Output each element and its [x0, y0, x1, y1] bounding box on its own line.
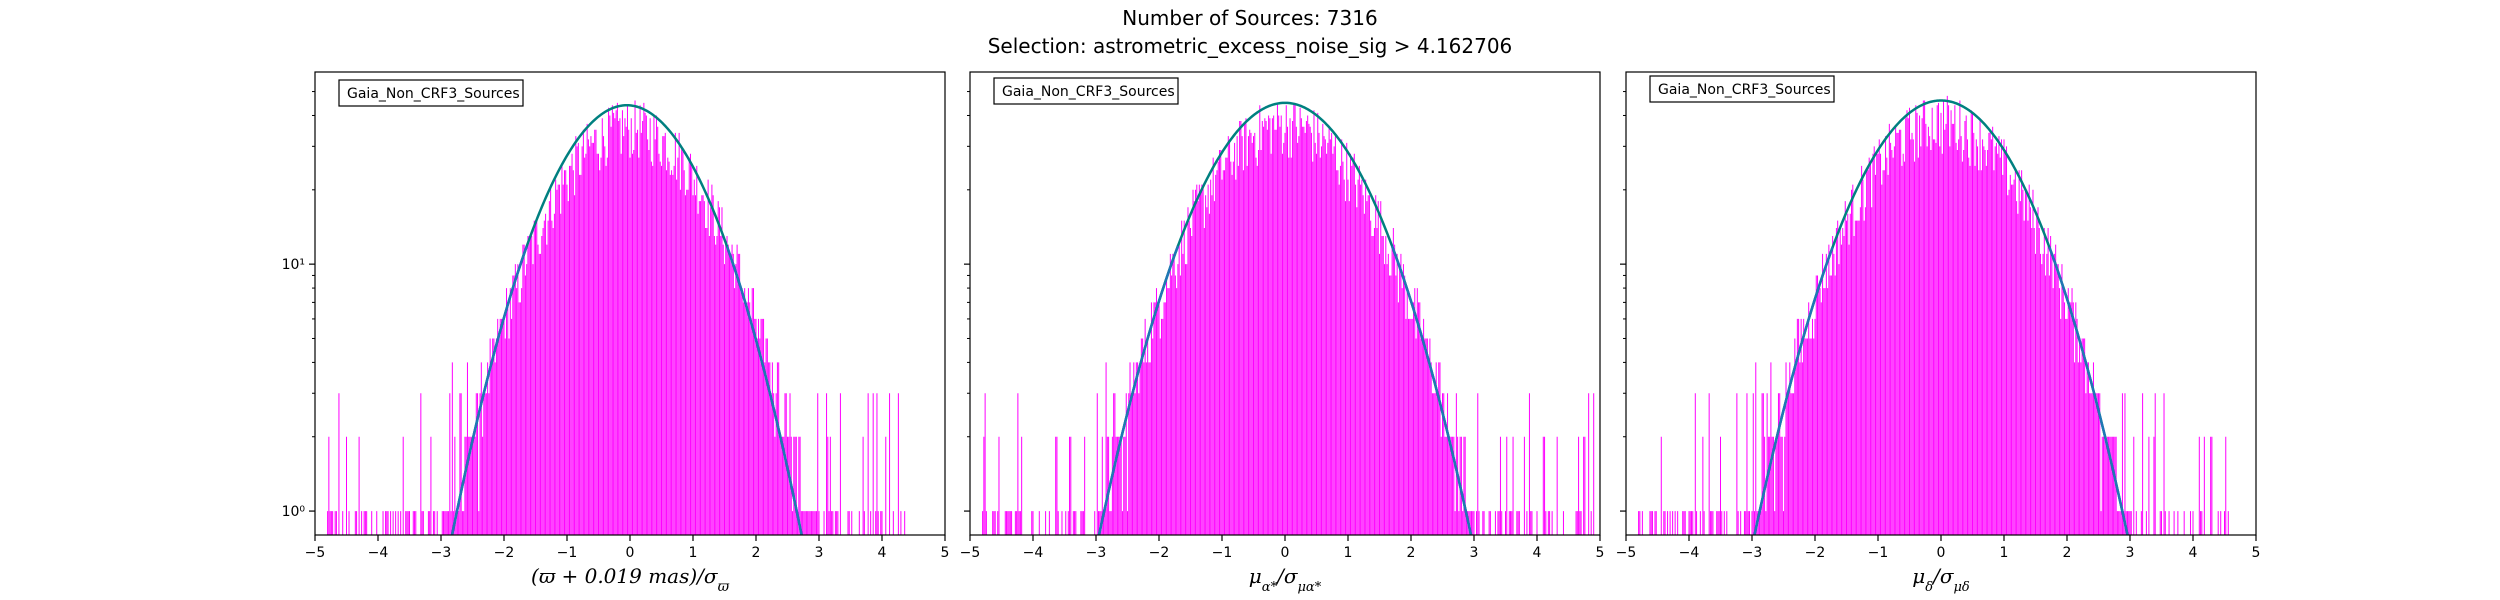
legend-box	[338, 79, 524, 107]
x-tick-label: −1	[1868, 545, 1889, 561]
legend-box	[993, 77, 1179, 105]
x-tick-label: 3	[815, 545, 824, 561]
x-tick-label: 4	[1533, 545, 1542, 561]
histogram-spikes	[1638, 95, 2229, 535]
x-tick-label: −2	[1149, 545, 1170, 561]
x-tick-label: −2	[1805, 545, 1826, 561]
histogram-bars	[1638, 95, 2229, 535]
plot-area	[982, 101, 1595, 535]
x-tick-label: 5	[941, 545, 950, 561]
panel-2: −5 −4 −3 −2 −1 0 1 2 3 4 5 μα*/σμα* Gaia_Non_CRF3_So…	[960, 71, 1605, 595]
histogram-bars	[982, 102, 1595, 535]
x-axis-label: (ϖ + 0.019 mas)/σϖ	[531, 564, 730, 595]
panel-1: −5 −4 −3 −2 −1 0 1 2 3 4 5 10⁰ 10¹ (ϖ + 0.019 mas)/σϖ…	[282, 71, 950, 595]
x-axis-label: μα*/σμα*	[1249, 564, 1322, 595]
x-tick-label: 1	[689, 545, 698, 561]
plot-area	[327, 100, 906, 535]
x-tick-label: 1	[2000, 545, 2009, 561]
x-tick-label: 2	[752, 545, 761, 561]
x-tick-label: −4	[368, 545, 389, 561]
x-tick-label: 3	[1470, 545, 1479, 561]
x-tick-label: 1	[1344, 545, 1353, 561]
y-tick-label: 10⁰	[282, 504, 306, 520]
legend-box	[1649, 75, 1835, 103]
x-tick-label: 0	[1937, 545, 1946, 561]
x-tick-label: 3	[2126, 545, 2135, 561]
x-tick-label: −1	[557, 545, 578, 561]
x-tick-label: 0	[1281, 545, 1290, 561]
x-tick-label: −2	[494, 545, 515, 561]
x-axis-label: μδ/σμδ	[1912, 564, 1970, 595]
x-tick-label: 5	[1596, 545, 1605, 561]
x-tick-label: −5	[305, 545, 326, 561]
legend-label: Gaia_Non_CRF3_Sources	[347, 86, 520, 102]
x-tick-label: −1	[1212, 545, 1233, 561]
legend: Gaia_Non_CRF3_Sources	[338, 79, 524, 107]
gaussian-fit-tail-left	[450, 245, 528, 535]
x-tick-label: −4	[1023, 545, 1044, 561]
gaussian-fit-tail-left	[1097, 245, 1180, 535]
x-tick-label: 4	[878, 545, 887, 561]
x-tick-label: −3	[431, 545, 452, 561]
gaussian-fit-tail-right	[725, 245, 803, 535]
panel-3: −5 −4 −3 −2 −1 0 1 2 3 4 5 μδ/σμδ Gaia_Non_CRF3_Sour…	[1616, 71, 2261, 595]
figure-subtitle: Selection: astrometric_excess_noise_sig …	[987, 34, 1513, 58]
x-tick-label: −3	[1742, 545, 1763, 561]
gaussian-fit-tail-right	[2048, 246, 2129, 535]
x-tick-label: −5	[960, 545, 981, 561]
figure-title: Number of Sources: 7316	[1122, 6, 1378, 30]
legend: Gaia_Non_CRF3_Sources	[1649, 75, 1835, 103]
legend: Gaia_Non_CRF3_Sources	[993, 77, 1179, 105]
legend-label: Gaia_Non_CRF3_Sources	[1658, 82, 1831, 98]
histogram-spikes	[982, 102, 1595, 535]
plot-area	[1638, 95, 2229, 535]
x-tick-label: −3	[1086, 545, 1107, 561]
x-tick-label: 4	[2189, 545, 2198, 561]
x-tick-label: 0	[626, 545, 635, 561]
x-tick-label: 2	[2063, 545, 2072, 561]
histogram-spikes	[327, 100, 906, 535]
gaussian-fit-tail-right	[1390, 245, 1473, 535]
gaussian-fit-tail-left	[1753, 246, 1834, 535]
x-tick-label: −5	[1616, 545, 1637, 561]
legend-label: Gaia_Non_CRF3_Sources	[1002, 84, 1175, 100]
y-tick-label: 10¹	[282, 257, 305, 273]
x-tick-label: −4	[1679, 545, 1700, 561]
histogram-bars	[327, 100, 906, 535]
x-tick-label: 2	[1407, 545, 1416, 561]
x-tick-label: 5	[2252, 545, 2261, 561]
